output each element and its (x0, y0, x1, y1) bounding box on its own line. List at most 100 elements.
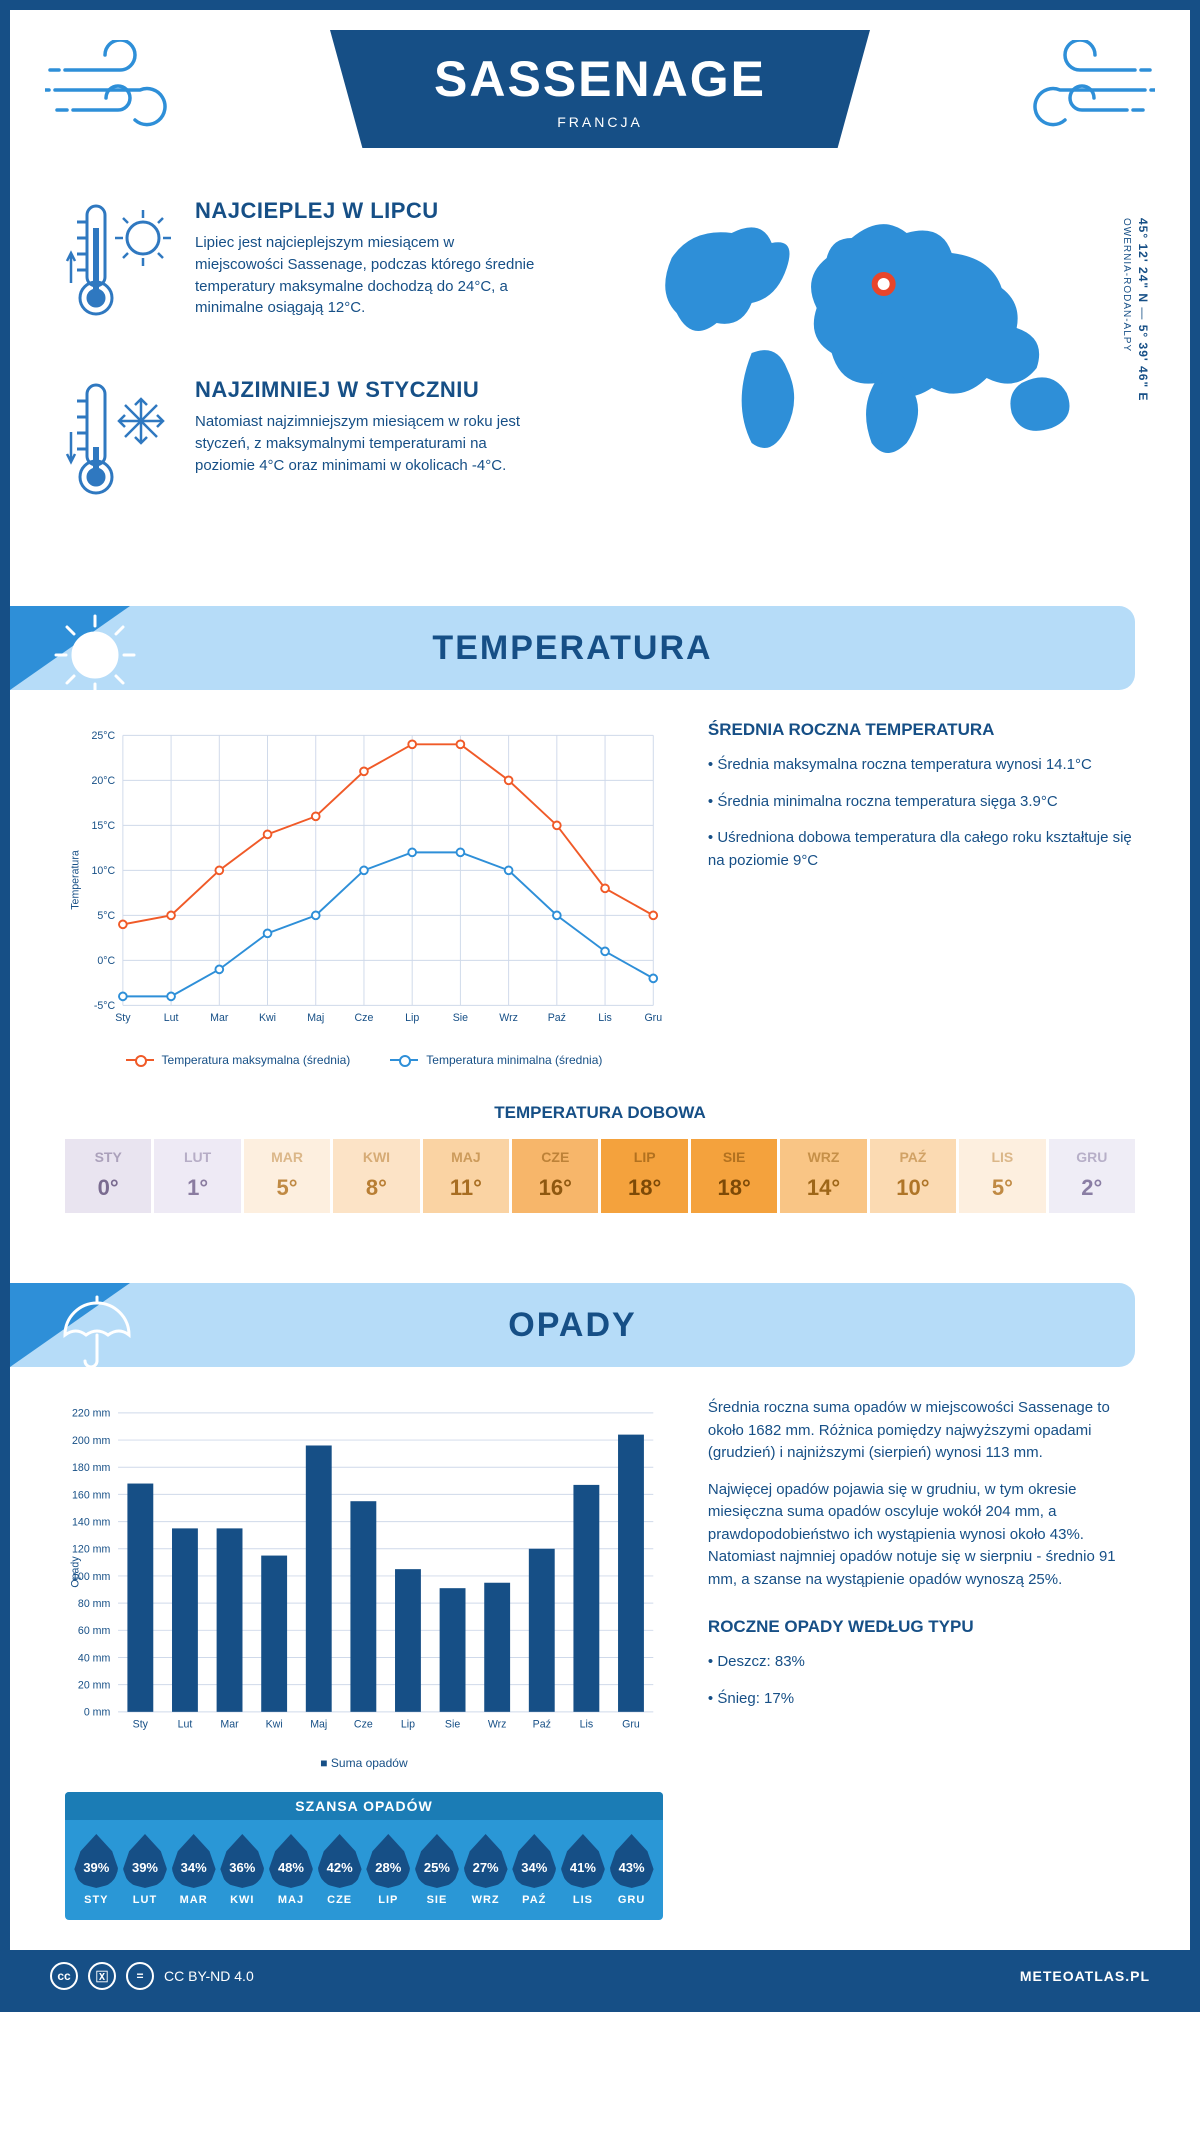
daily-temp-cell: LUT1° (154, 1139, 240, 1213)
daily-temp-cell: GRU2° (1049, 1139, 1135, 1213)
svg-text:0 mm: 0 mm (84, 1707, 111, 1719)
coldest-title: NAJZIMNIEJ W STYCZNIU (195, 377, 535, 403)
precip-type-list: Deszcz: 83% Śnieg: 17% (708, 1651, 1135, 1710)
svg-text:Lut: Lut (164, 1012, 179, 1024)
avg-temp-heading: ŚREDNIA ROCZNA TEMPERATURA (708, 720, 1135, 740)
svg-text:25°C: 25°C (91, 730, 115, 742)
precip-chance-drop: 27%WRZ (462, 1834, 509, 1906)
world-map-icon (628, 198, 1135, 468)
precip-chance-drop: 42%CZE (316, 1834, 363, 1906)
footer: cc 🅇 = CC BY-ND 4.0 METEOATLAS.PL (10, 1950, 1190, 2002)
avg-temp-bullets: Średnia maksymalna roczna temperatura wy… (708, 754, 1135, 872)
precip-type-item: Deszcz: 83% (708, 1651, 1135, 1674)
svg-text:200 mm: 200 mm (72, 1435, 110, 1447)
precip-chance-drop: 43%GRU (608, 1834, 655, 1906)
precip-chance-drop: 34%MAR (170, 1834, 217, 1906)
precip-chance-drop: 36%KWI (219, 1834, 266, 1906)
warmest-block: NAJCIEPLEJ W LIPCU Lipiec jest najcieple… (65, 198, 598, 333)
precip-chance-panel: SZANSA OPADÓW 39%STY39%LUT34%MAR36%KWI48… (65, 1792, 663, 1920)
precip-chance-drop: 34%PAŹ (511, 1834, 558, 1906)
avg-temp-bullet: Uśredniona dobowa temperatura dla całego… (708, 827, 1135, 872)
avg-temp-bullet: Średnia minimalna roczna temperatura się… (708, 791, 1135, 814)
svg-text:Wrz: Wrz (488, 1718, 507, 1730)
temperature-banner: TEMPERATURA (10, 606, 1135, 690)
precip-chance-drop: 39%LUT (122, 1834, 169, 1906)
svg-text:Lis: Lis (598, 1012, 612, 1024)
svg-text:Kwi: Kwi (259, 1012, 276, 1024)
daily-temp-cell: SIE18° (691, 1139, 777, 1213)
svg-text:Sie: Sie (453, 1012, 468, 1024)
wind-swirl-icon (45, 40, 195, 140)
precip-text-2: Najwięcej opadów pojawia się w grudniu, … (708, 1479, 1135, 1592)
svg-text:160 mm: 160 mm (72, 1489, 110, 1501)
precip-chance-title: SZANSA OPADÓW (65, 1792, 663, 1820)
nd-icon: = (126, 1962, 154, 1990)
wind-swirl-icon (1005, 40, 1155, 140)
license-badges: cc 🅇 = CC BY-ND 4.0 (50, 1962, 254, 1990)
daily-temp-cell: STY0° (65, 1139, 151, 1213)
precip-chance-grid: 39%STY39%LUT34%MAR36%KWI48%MAJ42%CZE28%L… (73, 1834, 655, 1906)
temperature-line-chart: -5°C0°C5°C10°C15°C20°C25°CStyLutMarKwiMa… (65, 720, 663, 1040)
site-name: METEOATLAS.PL (1020, 1968, 1150, 1984)
precip-chance-drop: 28%LIP (365, 1834, 412, 1906)
precip-section: 0 mm20 mm40 mm60 mm80 mm100 mm120 mm140 … (10, 1397, 1190, 1950)
cc-icon: cc (50, 1962, 78, 1990)
svg-text:Lis: Lis (580, 1718, 594, 1730)
thermometer-sun-icon (65, 198, 175, 333)
svg-text:Opady: Opady (70, 1556, 82, 1588)
svg-text:20 mm: 20 mm (78, 1680, 111, 1692)
svg-text:60 mm: 60 mm (78, 1625, 111, 1637)
daily-temp-cell: WRZ14° (780, 1139, 866, 1213)
city-title: SASSENAGE (410, 50, 790, 108)
warmest-title: NAJCIEPLEJ W LIPCU (195, 198, 535, 224)
precip-text-1: Średnia roczna suma opadów w miejscowośc… (708, 1397, 1135, 1465)
coldest-text: Natomiast najzimniejszym miesiącem w rok… (195, 411, 535, 476)
svg-text:Cze: Cze (355, 1012, 374, 1024)
precip-type-item: Śnieg: 17% (708, 1688, 1135, 1711)
svg-text:5°C: 5°C (97, 910, 115, 922)
umbrella-icon (50, 1287, 140, 1377)
intro-section: NAJCIEPLEJ W LIPCU Lipiec jest najcieple… (10, 148, 1190, 596)
precip-chance-drop: 25%SIE (414, 1834, 461, 1906)
svg-text:80 mm: 80 mm (78, 1598, 111, 1610)
svg-text:180 mm: 180 mm (72, 1462, 110, 1474)
svg-text:Maj: Maj (310, 1718, 327, 1730)
svg-text:Sty: Sty (133, 1718, 149, 1730)
svg-text:Mar: Mar (210, 1012, 229, 1024)
thermometer-snow-icon (65, 377, 175, 512)
daily-temp-title: TEMPERATURA DOBOWA (65, 1103, 1135, 1123)
svg-text:Gru: Gru (644, 1012, 662, 1024)
svg-text:140 mm: 140 mm (72, 1516, 110, 1528)
license-text: CC BY-ND 4.0 (164, 1968, 254, 1984)
svg-text:Paź: Paź (548, 1012, 566, 1024)
sun-icon (50, 610, 140, 700)
bar-legend: Suma opadów (65, 1756, 663, 1770)
svg-text:Lip: Lip (401, 1718, 415, 1730)
daily-temp-cell: KWI8° (333, 1139, 419, 1213)
daily-temp-cell: MAR5° (244, 1139, 330, 1213)
temperature-section: -5°C0°C5°C10°C15°C20°C25°CStyLutMarKwiMa… (10, 720, 1190, 1243)
svg-text:Gru: Gru (622, 1718, 640, 1730)
svg-text:Mar: Mar (220, 1718, 239, 1730)
daily-temp-cell: PAŹ10° (870, 1139, 956, 1213)
svg-text:Cze: Cze (354, 1718, 373, 1730)
svg-text:Lip: Lip (405, 1012, 419, 1024)
section-title: TEMPERATURA (10, 629, 1135, 668)
daily-temp-grid: STY0°LUT1°MAR5°KWI8°MAJ11°CZE16°LIP18°SI… (65, 1139, 1135, 1213)
chart-legend: Temperatura maksymalna (średnia) Tempera… (65, 1053, 663, 1067)
coldest-block: NAJZIMNIEJ W STYCZNIU Natomiast najzimni… (65, 377, 598, 512)
header: SASSENAGE FRANCJA (10, 10, 1190, 148)
precip-banner: OPADY (10, 1283, 1135, 1367)
page: SASSENAGE FRANCJA (0, 0, 1200, 2012)
coord-lat: 45° 12' 24" N (1136, 218, 1150, 303)
svg-text:Paź: Paź (533, 1718, 551, 1730)
svg-text:15°C: 15°C (91, 820, 115, 832)
svg-text:220 mm: 220 mm (72, 1408, 110, 1420)
svg-text:Kwi: Kwi (266, 1718, 283, 1730)
country-label: FRANCJA (410, 114, 790, 130)
coord-region: OWERNIA-RODAN-ALPY (1121, 218, 1132, 352)
svg-text:10°C: 10°C (91, 865, 115, 877)
svg-text:0°C: 0°C (97, 955, 115, 967)
precip-type-heading: ROCZNE OPADY WEDŁUG TYPU (708, 1617, 1135, 1637)
svg-text:Sie: Sie (445, 1718, 460, 1730)
